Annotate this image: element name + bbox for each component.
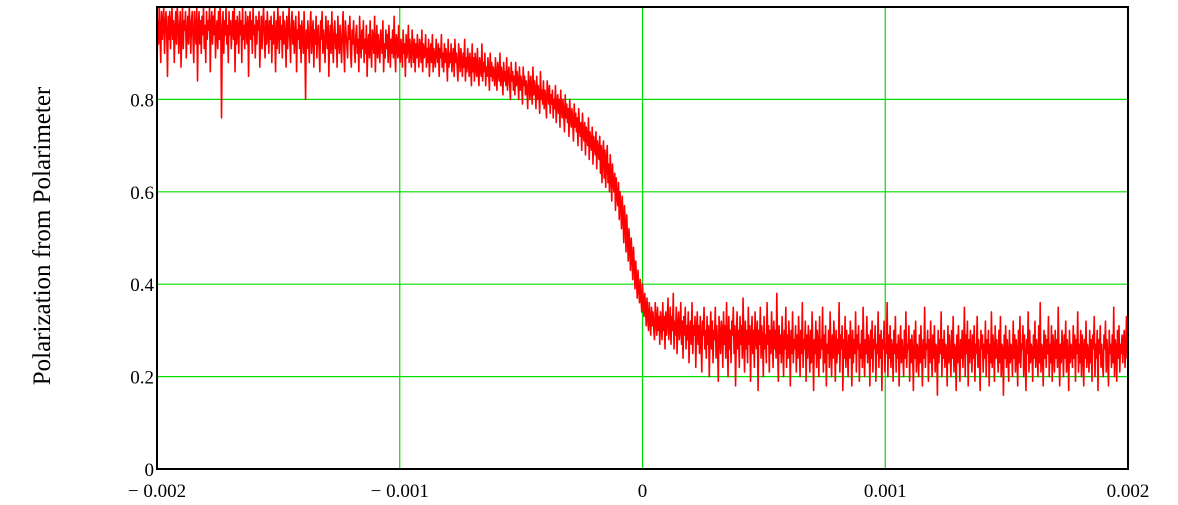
x-tick-label: − 0.001 [371,481,429,502]
y-tick-label: 0 [145,460,155,481]
y-tick-label: 0.2 [130,368,154,389]
y-tick-label: 0.4 [130,275,154,296]
grid-lines [157,7,1128,469]
x-tick-label: 0.002 [1107,481,1150,502]
tick-labels: − 0.002 − 0.001 0 0.001 0.002 0 0.2 0.4 0.6 0.8 [128,90,1149,502]
plot-frame [156,6,1129,470]
series-line-polarization [156,6,1129,396]
y-tick-label: 0.6 [130,183,154,204]
y-axis-label: Polarization from Polarimeter [29,86,56,385]
y-tick-label: 0.8 [130,90,154,111]
x-tick-label: − 0.002 [128,481,186,502]
x-tick-label: 0 [638,481,648,502]
x-tick-label: 0.001 [864,481,907,502]
